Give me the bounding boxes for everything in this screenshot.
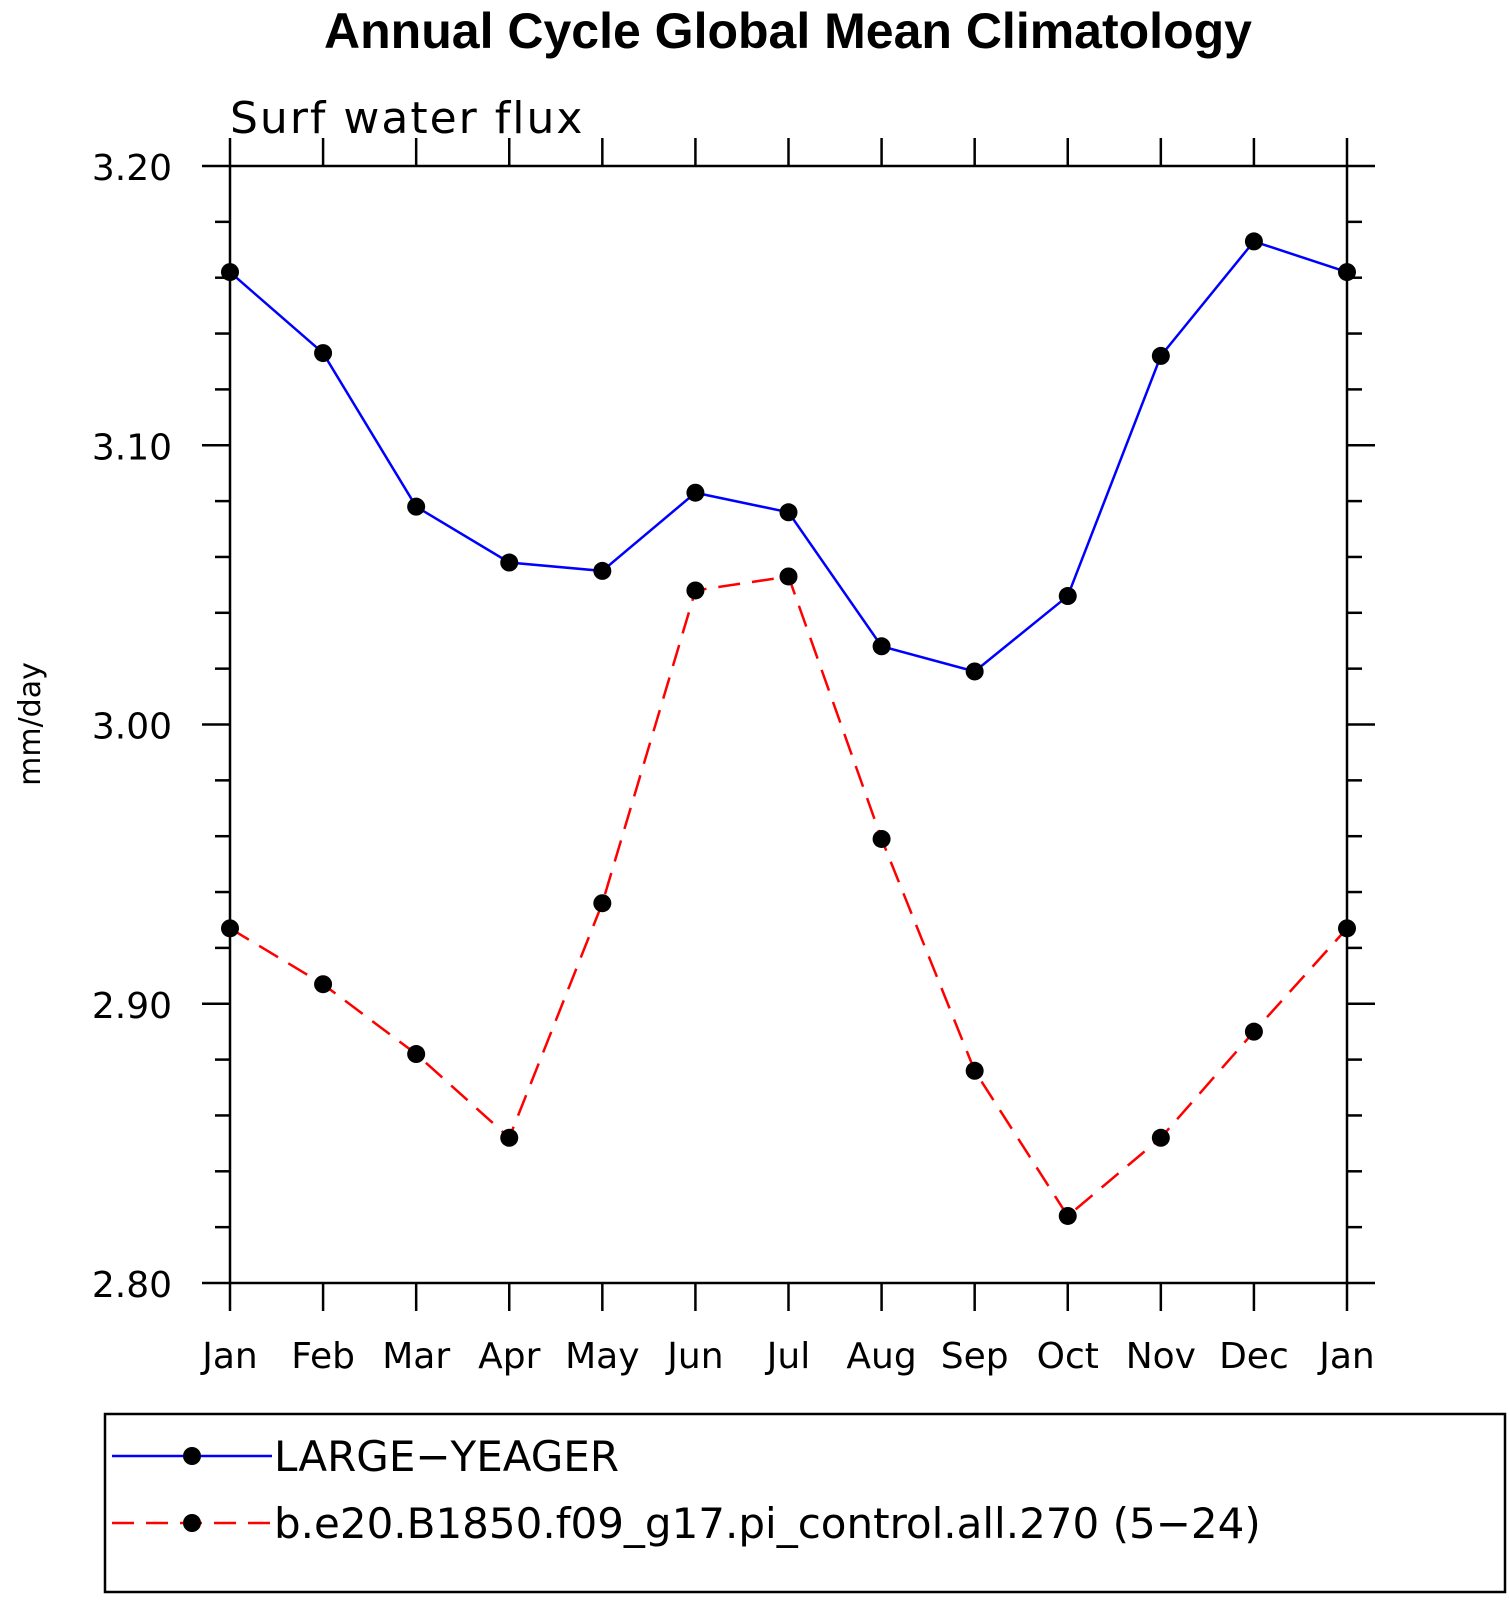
chart-subtitle: Surf water flux <box>230 93 584 144</box>
data-point <box>872 829 891 848</box>
legend-marker <box>183 1447 201 1465</box>
data-point <box>500 553 519 572</box>
legend-label: b.e20.B1850.f09_g17.pi_control.all.270 (… <box>274 1499 1261 1548</box>
data-point <box>779 567 798 586</box>
data-point <box>500 1128 519 1147</box>
data-point <box>686 581 705 600</box>
legend-label: LARGE−YEAGER <box>274 1432 619 1481</box>
x-tick-label: Sep <box>941 1336 1009 1377</box>
data-point <box>686 483 705 502</box>
series-line <box>229 575 1348 1218</box>
series-1 <box>221 232 1356 681</box>
data-point <box>314 975 333 994</box>
y-axis-label: mm/day <box>13 662 48 786</box>
x-tick-label: Dec <box>1219 1336 1289 1377</box>
chart-title: Annual Cycle Global Mean Climatology <box>324 3 1252 59</box>
data-point <box>1338 919 1356 938</box>
data-point <box>593 894 612 913</box>
tick-marks <box>202 138 1375 1311</box>
x-tick-label: Feb <box>291 1336 355 1377</box>
data-point <box>872 637 891 656</box>
series-lines <box>221 232 1356 1225</box>
x-tick-label: Apr <box>478 1336 540 1377</box>
x-tick-label: Oct <box>1037 1336 1099 1377</box>
y-tick-label: 2.80 <box>92 1265 172 1306</box>
data-point <box>593 561 612 580</box>
x-tick-label: Nov <box>1126 1336 1196 1377</box>
data-point <box>1151 1128 1170 1147</box>
legend-entry-2: b.e20.B1850.f09_g17.pi_control.all.270 (… <box>112 1499 1261 1548</box>
data-point <box>1338 263 1356 282</box>
series-line <box>229 239 1348 673</box>
legend-marker <box>183 1514 201 1532</box>
x-tick-label: Aug <box>846 1336 916 1377</box>
data-point <box>221 263 239 282</box>
data-point <box>1058 587 1077 606</box>
data-point <box>221 919 239 938</box>
y-tick-labels: 2.80 2.90 3.00 3.10 3.20 <box>92 148 172 1306</box>
x-tick-label: Jul <box>765 1336 810 1377</box>
y-tick-label: 3.10 <box>92 427 172 468</box>
x-tick-label: Jan <box>200 1336 258 1377</box>
x-tick-label: Jun <box>665 1336 723 1377</box>
data-point <box>965 662 984 681</box>
data-point <box>1151 346 1170 365</box>
data-point <box>1244 1022 1263 1041</box>
data-point <box>314 344 333 363</box>
data-point <box>779 503 798 522</box>
series-2 <box>221 567 1356 1225</box>
y-tick-label: 3.00 <box>92 707 172 748</box>
data-point <box>407 497 426 516</box>
data-point <box>1058 1206 1077 1225</box>
y-tick-label: 3.20 <box>92 148 172 189</box>
legend: LARGE−YEAGER b.e20.B1850.f09_g17.pi_contr… <box>112 1432 1261 1548</box>
legend-entry-1: LARGE−YEAGER <box>112 1432 619 1481</box>
x-tick-labels: Jan Feb Mar Apr May Jun Jul Aug Sep Oct Nov Dec Jan <box>200 1336 1375 1377</box>
legend-box <box>103 1412 1507 1594</box>
x-tick-label: May <box>565 1336 639 1377</box>
x-tick-label: Jan <box>1317 1336 1375 1377</box>
data-point <box>965 1061 984 1080</box>
data-point <box>407 1045 426 1064</box>
x-tick-label: Mar <box>382 1336 450 1377</box>
y-tick-label: 2.90 <box>92 986 172 1027</box>
data-point <box>1244 232 1263 251</box>
